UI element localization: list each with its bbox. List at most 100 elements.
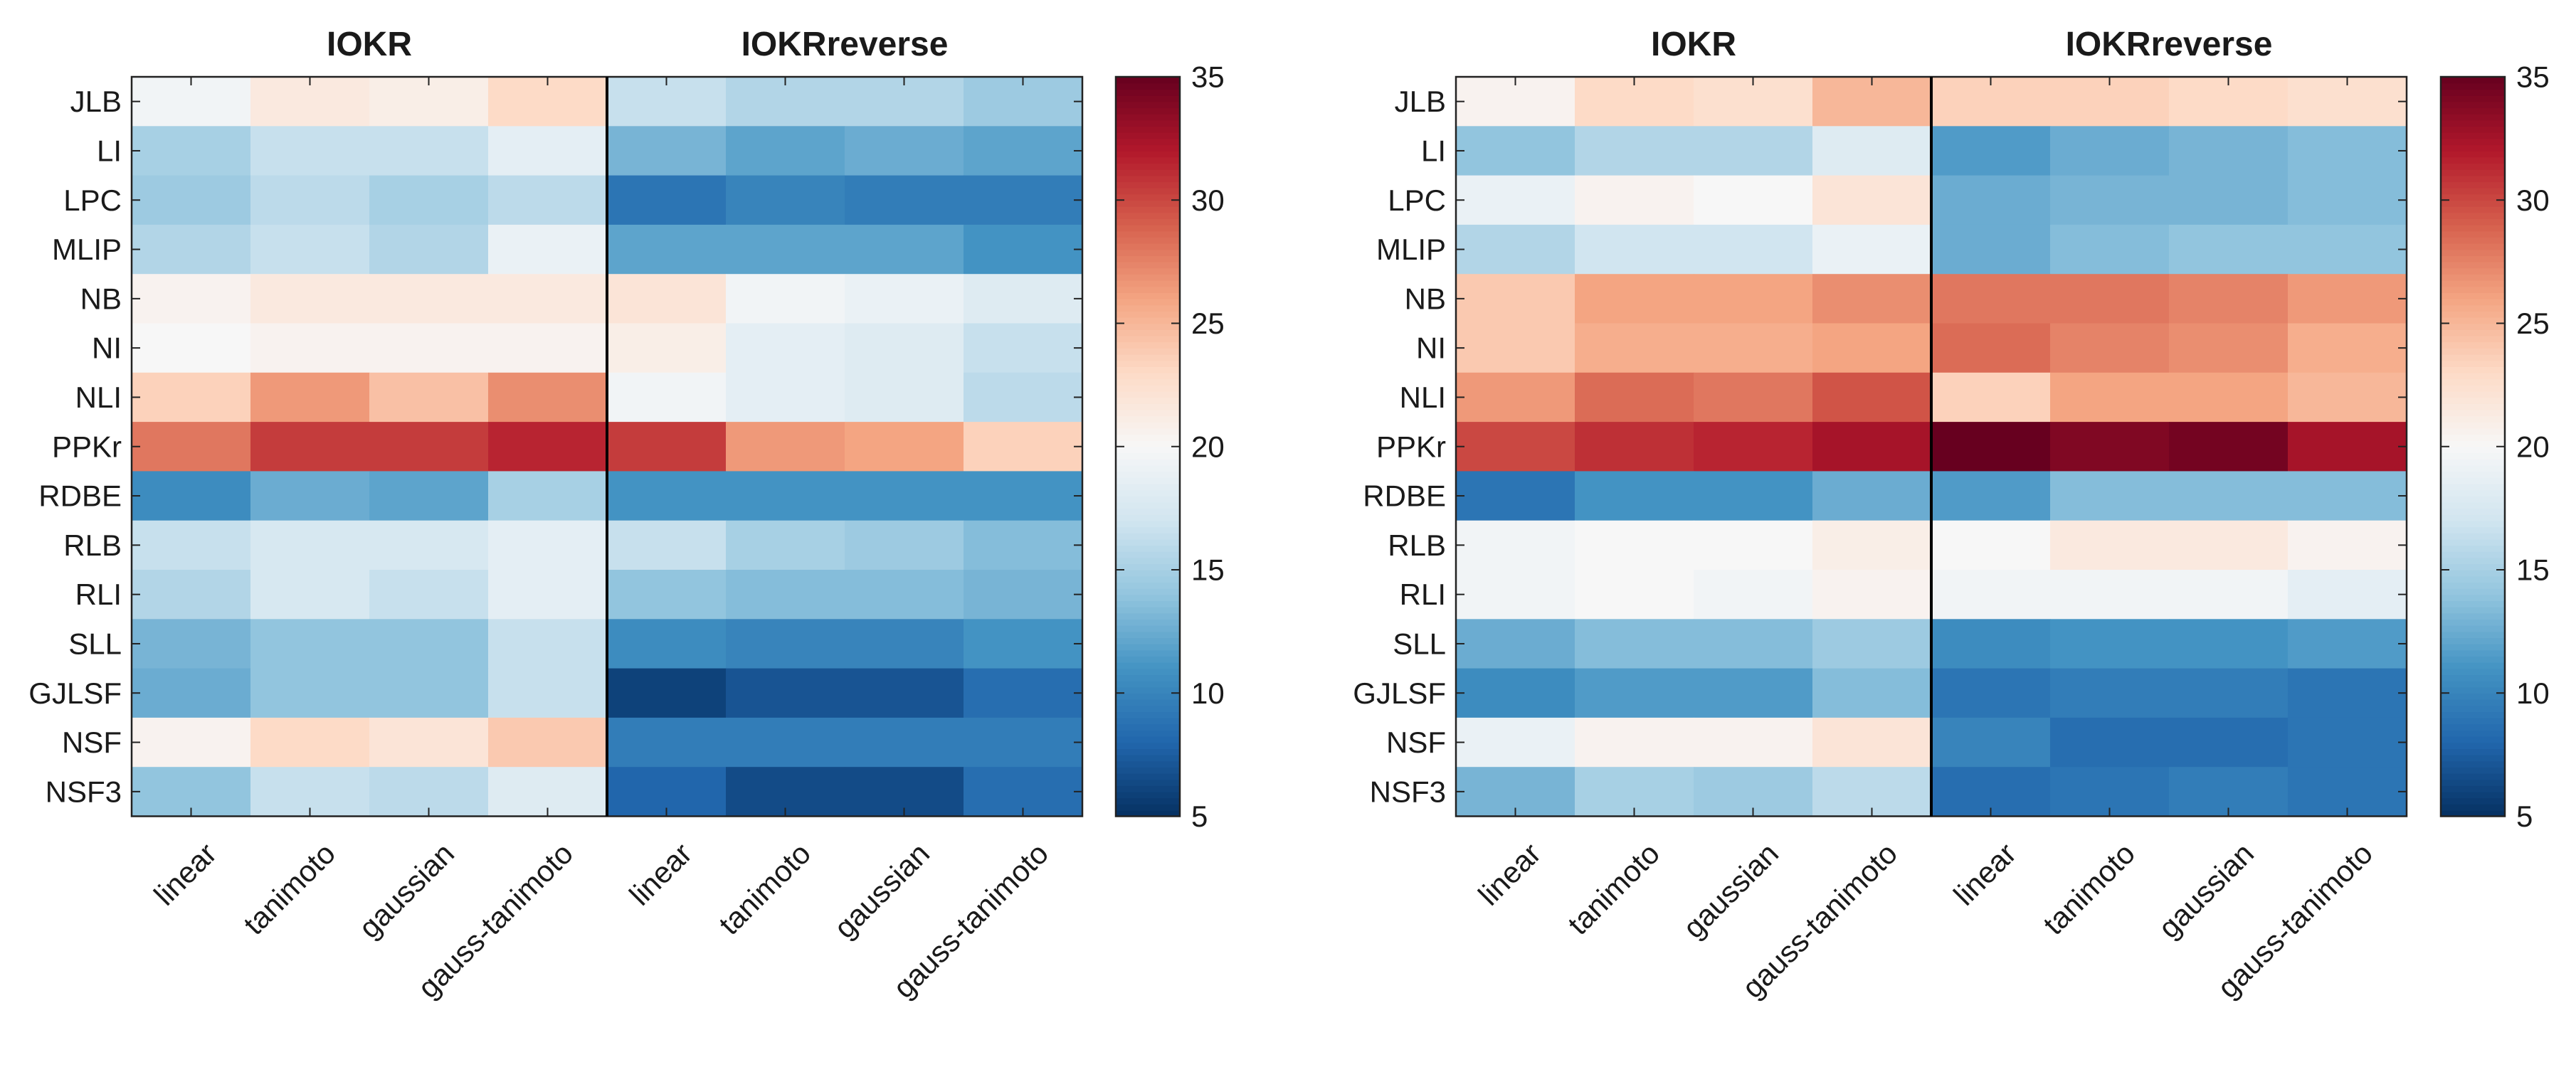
row-label: MLIP [1376,233,1446,266]
colorbar-segment [2441,459,2505,466]
heatmap-cell [2169,520,2289,570]
colorbar-segment [1116,366,1180,373]
colorbar-segment [1116,773,1180,780]
colorbar-segment [2441,77,2505,84]
colorbar-tick-label: 35 [2516,60,2550,94]
colorbar-segment [2441,138,2505,146]
row-label: LI [97,134,122,167]
colorbar-segment [1116,496,1180,503]
colorbar-segment [1116,200,1180,207]
heatmap-cell [964,520,1083,570]
heatmap-cell [845,422,964,472]
row-label: NSF3 [1370,775,1446,808]
colorbar-tick-label: 30 [2516,184,2550,217]
heatmap-cell [1812,471,1932,521]
heatmap-cell [132,619,251,669]
colorbar-segment [2441,705,2505,713]
heatmap-cell [1931,126,2051,176]
colorbar-segment [1116,274,1180,281]
heatmap-cell [1456,372,1575,423]
colorbar-segment [1116,212,1180,220]
heatmap-cell [1694,570,1813,620]
colorbar-segment [2441,619,2505,626]
colorbar-segment [2441,656,2505,663]
column-label: linear [623,837,698,912]
heatmap-cell [726,175,845,225]
heatmap-cell [1812,274,1932,324]
row-label: RLB [1388,529,1446,562]
colorbar-segment [2441,304,2505,312]
colorbar-segment [2441,224,2505,232]
heatmap-cell [1931,422,2051,472]
heatmap-cell [845,126,964,176]
heatmap-cell [1575,422,1694,472]
row-label: SLL [68,627,122,660]
heatmap-cell [1575,372,1694,423]
column-label: tanimoto [1561,837,1666,941]
colorbar-segment [1116,477,1180,484]
heatmap-panel-1: JLB LI LPC MLIP NB NI NLI PPKr RDBE RLB RLI SLL GJLS… [28,26,1224,1004]
row-label: RDBE [1363,479,1446,513]
colorbar-segment [1116,501,1180,509]
colorbar-segment [2441,113,2505,121]
colorbar-segment [2441,804,2505,811]
colorbar-segment [2441,582,2505,589]
heatmap-cell [845,323,964,373]
row-label: NI [1416,331,1446,365]
colorbar-segment [1116,255,1180,262]
heatmap-cell [1931,175,2051,225]
heatmap-cell [1694,175,1813,225]
group-title-iokrreverse: IOKRreverse [741,26,949,63]
heatmap-cell [1575,224,1694,275]
colorbar-segment [2441,570,2505,577]
colorbar-segment [1116,680,1180,688]
colorbar-segment [2441,600,2505,607]
heatmap-cell [607,126,727,176]
colorbar-segment [1116,730,1180,737]
row-label: NI [92,331,122,365]
colorbar-segment [1116,514,1180,521]
colorbar-segment [1116,791,1180,799]
colorbar-segment [2441,261,2505,269]
colorbar-segment [2441,791,2505,799]
colorbar-segment [2441,686,2505,694]
heatmap-cell [2288,619,2407,669]
colorbar-segment [2441,107,2505,115]
heatmap-cell [1694,668,1813,718]
colorbar-segment [2441,341,2505,349]
heatmap-cell [1694,422,1813,472]
colorbar-segment [2441,723,2505,731]
colorbar-segment [1116,150,1180,158]
colorbar-segment [2441,440,2505,447]
heatmap-cell [2050,323,2170,373]
colorbar-segment [2441,101,2505,109]
colorbar-segment [2441,545,2505,552]
heatmap-cell [964,422,1083,472]
heatmap-cell [250,520,370,570]
heatmap-cell [2050,717,2170,768]
colorbar-segment [2441,354,2505,361]
heatmap-cell [488,126,608,176]
colorbar-segment [1116,711,1180,718]
row-label: GJLSF [1353,676,1446,710]
colorbar-segment [2441,496,2505,503]
heatmap-cell [1812,224,1932,275]
heatmap-cell [964,372,1083,423]
colorbar-segment [2441,311,2505,318]
colorbar-segment [2441,779,2505,786]
colorbar-segment [2441,144,2505,152]
colorbar-segment [1116,705,1180,713]
heatmap-cell [1456,717,1575,768]
colorbar-segment [1116,415,1180,423]
heatmap-cell [488,323,608,373]
row-label: JLB [1395,85,1446,118]
colorbar-segment [2441,372,2505,380]
row-label: JLB [70,85,122,118]
heatmap-cell [369,224,489,275]
row-label: NB [1405,282,1446,315]
colorbar-segment [1116,471,1180,478]
colorbar-segment [2441,631,2505,639]
colorbar-segment [2441,255,2505,262]
colorbar-segment [2441,292,2505,299]
